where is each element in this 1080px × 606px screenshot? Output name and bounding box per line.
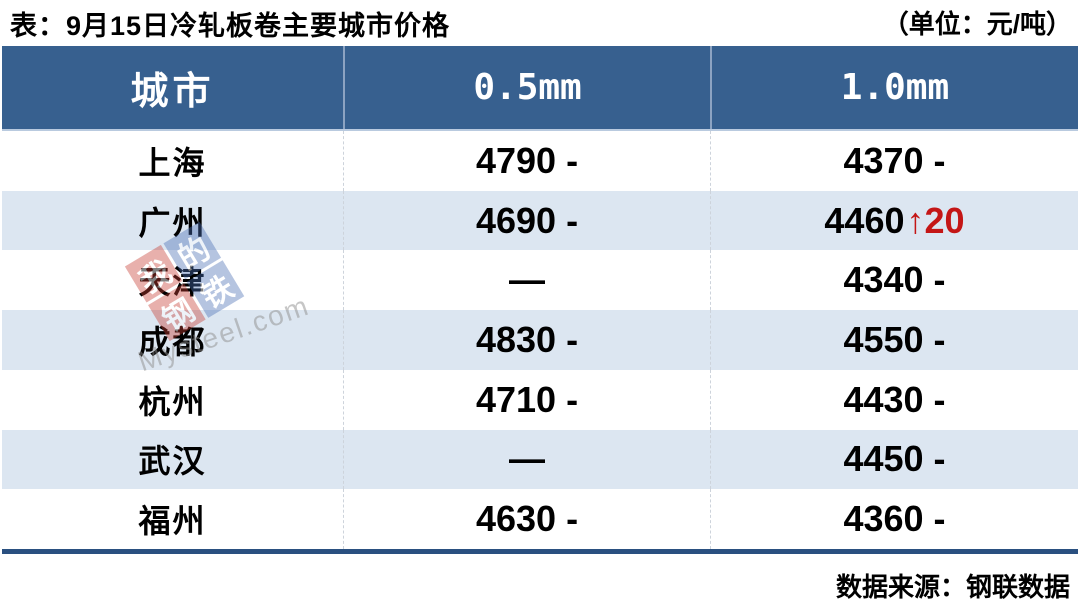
price-value: 4690 - xyxy=(475,199,579,241)
price-value: 4430 - xyxy=(843,378,946,420)
price-05mm-cell: 4690 - xyxy=(343,190,710,251)
price-10mm-cell: 4430 - xyxy=(709,369,1078,430)
title-bar: 表：9月15日冷轧板卷主要城市价格 （单位：元/吨） xyxy=(10,4,1072,43)
price-10mm-cell: 4370 - xyxy=(709,131,1078,191)
table-row: 广州 4690 - 4460 ↑20 xyxy=(2,190,1078,251)
price-value: 4630 - xyxy=(475,498,579,540)
table-row: 武汉 — 4450 - xyxy=(2,429,1078,490)
price-10mm-cell: 4360 - xyxy=(709,489,1078,550)
price-value: 4710 - xyxy=(475,378,579,420)
city-cell: 广州 xyxy=(138,204,207,241)
column-header-city: 城市 xyxy=(130,71,215,113)
table-row: 杭州 4710 - 4430 - xyxy=(2,369,1078,430)
price-10mm-cell: 4450 - xyxy=(709,429,1078,490)
price-value: 4790 - xyxy=(475,139,579,181)
price-10mm-cell: 4460 ↑20 xyxy=(709,190,1078,251)
table-row: 成都 4830 - 4550 - xyxy=(2,310,1078,370)
city-cell: 上海 xyxy=(138,144,207,181)
city-cell: 福州 xyxy=(138,503,207,540)
data-source-label: 数据来源：钢联数据 xyxy=(835,572,1070,602)
price-value: 4550 - xyxy=(843,319,946,361)
price-05mm-cell: — xyxy=(343,250,710,311)
column-header-05mm: 0.5mm xyxy=(343,46,710,129)
page-title: 表：9月15日冷轧板卷主要城市价格 xyxy=(10,11,451,41)
price-05mm-cell: — xyxy=(343,429,710,490)
city-cell: 武汉 xyxy=(138,443,207,480)
city-cell: 天津 xyxy=(138,264,207,301)
price-05mm-cell: 4710 - xyxy=(343,369,710,430)
price-05mm-cell: 4630 - xyxy=(343,489,710,550)
table-body: 上海 4790 - 4370 - 广州 4690 - 4460 ↑20 天津 xyxy=(2,131,1078,550)
price-05mm-cell: 4790 - xyxy=(343,131,710,191)
price-05mm-cell: 4830 - xyxy=(343,310,710,370)
price-value: 4460 xyxy=(824,199,905,241)
table-row: 天津 — 4340 - xyxy=(2,250,1078,311)
price-10mm-cell: 4550 - xyxy=(709,310,1078,370)
price-change-up: ↑20 xyxy=(906,199,965,241)
price-value: 4360 - xyxy=(843,498,946,540)
table-row: 上海 4790 - 4370 - xyxy=(2,131,1078,191)
city-cell: 成都 xyxy=(138,324,207,361)
table-row: 福州 4630 - 4360 - xyxy=(2,489,1078,550)
unit-label: （单位：元/吨） xyxy=(882,9,1072,39)
price-10mm-cell: 4340 - xyxy=(709,250,1078,311)
city-cell: 杭州 xyxy=(138,383,207,420)
table-header-row: 城市 0.5mm 1.0mm xyxy=(2,46,1078,131)
price-value: — xyxy=(509,438,546,480)
price-value: 4340 - xyxy=(843,259,946,301)
column-header-10mm: 1.0mm xyxy=(709,46,1078,129)
price-value: 4830 - xyxy=(475,319,579,361)
price-table: 城市 0.5mm 1.0mm 上海 4790 - 4370 - 广州 4690 … xyxy=(2,46,1078,554)
price-value: — xyxy=(509,259,546,301)
price-value: 4370 - xyxy=(843,139,946,181)
price-value: 4450 - xyxy=(843,438,946,480)
